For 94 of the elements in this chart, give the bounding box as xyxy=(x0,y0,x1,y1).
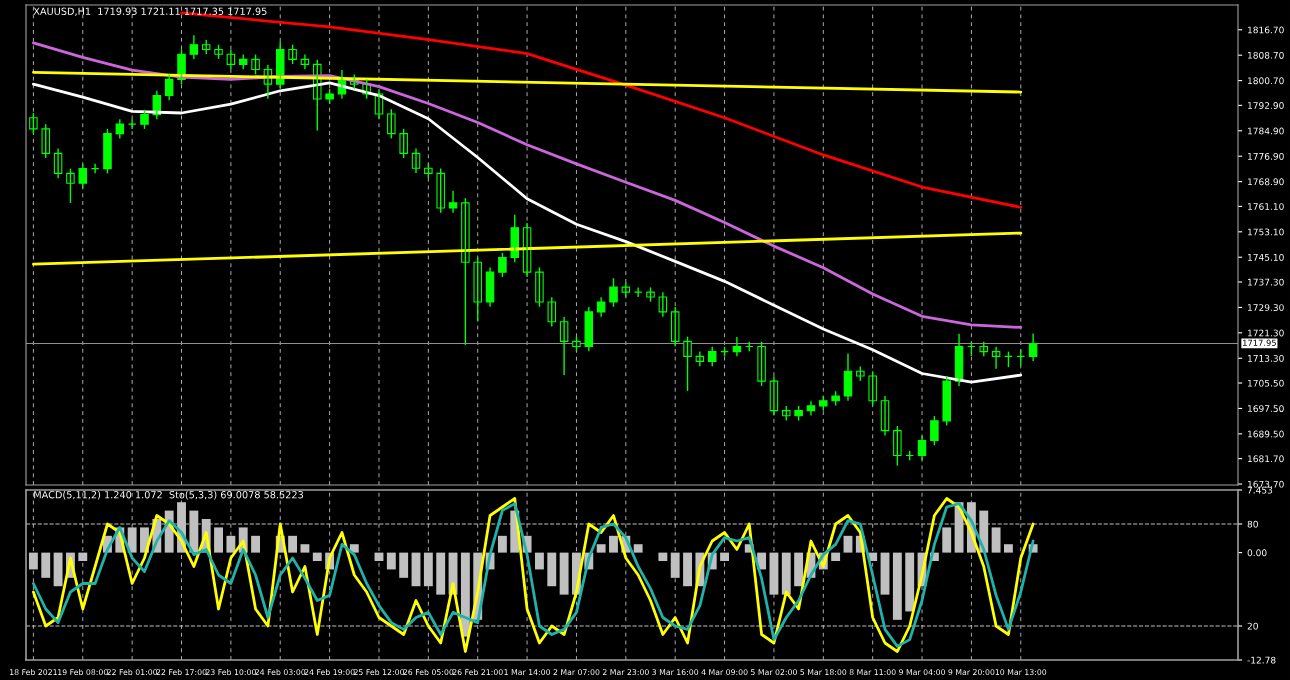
y-tick-label: 1705.50 xyxy=(1248,379,1284,387)
y-tick-label: 1729.30 xyxy=(1248,304,1284,311)
bar xyxy=(288,535,298,553)
y-tick-label: 1792.90 xyxy=(1248,102,1284,109)
y-tick-label: 1768.90 xyxy=(1248,178,1284,186)
bar xyxy=(670,552,680,578)
y-tick-label: 1745.10 xyxy=(1248,253,1284,261)
candlestick xyxy=(387,108,396,140)
candlestick xyxy=(535,266,544,308)
chart-title: MACD(5,11,2) 1.240 1.072 Sto(5,3,3) 69.0078 58.5223 xyxy=(34,490,304,500)
bar xyxy=(942,527,952,553)
y-tick-label: 1808.70 xyxy=(1248,51,1284,59)
bar xyxy=(633,544,643,553)
bar xyxy=(78,552,88,562)
bar xyxy=(720,552,730,562)
bar xyxy=(534,552,544,570)
candlestick xyxy=(288,44,297,65)
candlestick xyxy=(41,123,51,159)
bar xyxy=(251,535,261,553)
line-series xyxy=(32,81,1023,384)
bar xyxy=(905,552,915,612)
bar xyxy=(547,552,557,587)
y-tick-label: 1784.90 xyxy=(1248,127,1284,135)
bar xyxy=(423,552,433,587)
bar xyxy=(769,552,779,595)
line-series xyxy=(32,41,1023,329)
candlestick xyxy=(115,118,125,140)
candlestick xyxy=(473,256,482,322)
bar xyxy=(497,535,507,553)
candlestick xyxy=(670,306,680,347)
bar xyxy=(843,535,853,553)
bar xyxy=(609,535,618,553)
bar xyxy=(127,527,137,553)
y-tick-label: 1753.10 xyxy=(1248,228,1284,236)
candlestick xyxy=(251,53,260,75)
candlestick xyxy=(893,425,902,467)
chart-title: XAUUSD,H1 1719.93 1721.11 1717.35 1717.95 xyxy=(33,7,267,16)
bar xyxy=(53,552,63,587)
bar xyxy=(214,527,223,553)
bar xyxy=(683,552,692,587)
y-tick-label: 1721.30 xyxy=(1248,329,1284,337)
y-tick-label: 1681.70 xyxy=(1248,455,1284,463)
y-tick-label: 1713.30 xyxy=(1248,354,1284,362)
bar xyxy=(386,552,396,570)
candlestick xyxy=(609,277,618,308)
bar xyxy=(436,552,446,595)
bar xyxy=(28,552,38,570)
bar xyxy=(300,544,310,553)
y-tick-label: 1800.70 xyxy=(1248,77,1284,85)
candlestick xyxy=(436,167,445,214)
candlestick xyxy=(461,197,470,346)
y-tick-label: 1737.30 xyxy=(1248,278,1284,286)
bar xyxy=(781,552,791,595)
bar xyxy=(658,552,668,562)
candlestick xyxy=(78,163,88,189)
bar xyxy=(794,552,804,587)
y-tick-label: 7.453 xyxy=(1247,486,1273,494)
candlestick xyxy=(757,341,766,387)
bar xyxy=(399,552,409,578)
candlestick xyxy=(140,109,149,130)
candlestick xyxy=(584,306,594,352)
y-tick-label: 1776.90 xyxy=(1248,152,1284,160)
bar xyxy=(1003,544,1013,553)
y2-tick-label: 80 xyxy=(1247,520,1258,528)
candlestick xyxy=(868,370,877,407)
bar xyxy=(831,552,841,562)
bar xyxy=(596,544,606,553)
bar xyxy=(41,552,51,578)
y2-tick-label: 20 xyxy=(1247,622,1258,630)
y-tick-label: 1697.50 xyxy=(1248,405,1284,412)
ref-line-label: 1717.95 xyxy=(1243,339,1276,346)
y-tick-label: -12.78 xyxy=(1247,656,1276,664)
y-tick-label: 1816.70 xyxy=(1248,26,1284,34)
y-tick-label: 1673.70 xyxy=(1248,480,1284,488)
bar xyxy=(312,552,322,562)
candlestick xyxy=(547,296,557,328)
bar xyxy=(559,552,569,595)
bar xyxy=(892,552,902,620)
y-tick-label: 0.00 xyxy=(1247,549,1267,557)
candlestick xyxy=(707,346,717,367)
candlestick xyxy=(498,252,507,278)
y-tick-label: 1761.10 xyxy=(1248,203,1284,210)
candlestick xyxy=(399,128,408,159)
candlestick xyxy=(621,281,631,298)
candlestick xyxy=(66,167,75,204)
candlestick xyxy=(29,112,38,135)
candlestick xyxy=(683,335,692,392)
bar xyxy=(880,552,890,595)
y-tick-label: 1689.50 xyxy=(1248,430,1284,438)
candlestick xyxy=(103,128,112,175)
bar xyxy=(226,535,236,553)
candlestick xyxy=(942,375,951,427)
candlestick xyxy=(930,415,939,446)
bar xyxy=(991,527,1001,553)
